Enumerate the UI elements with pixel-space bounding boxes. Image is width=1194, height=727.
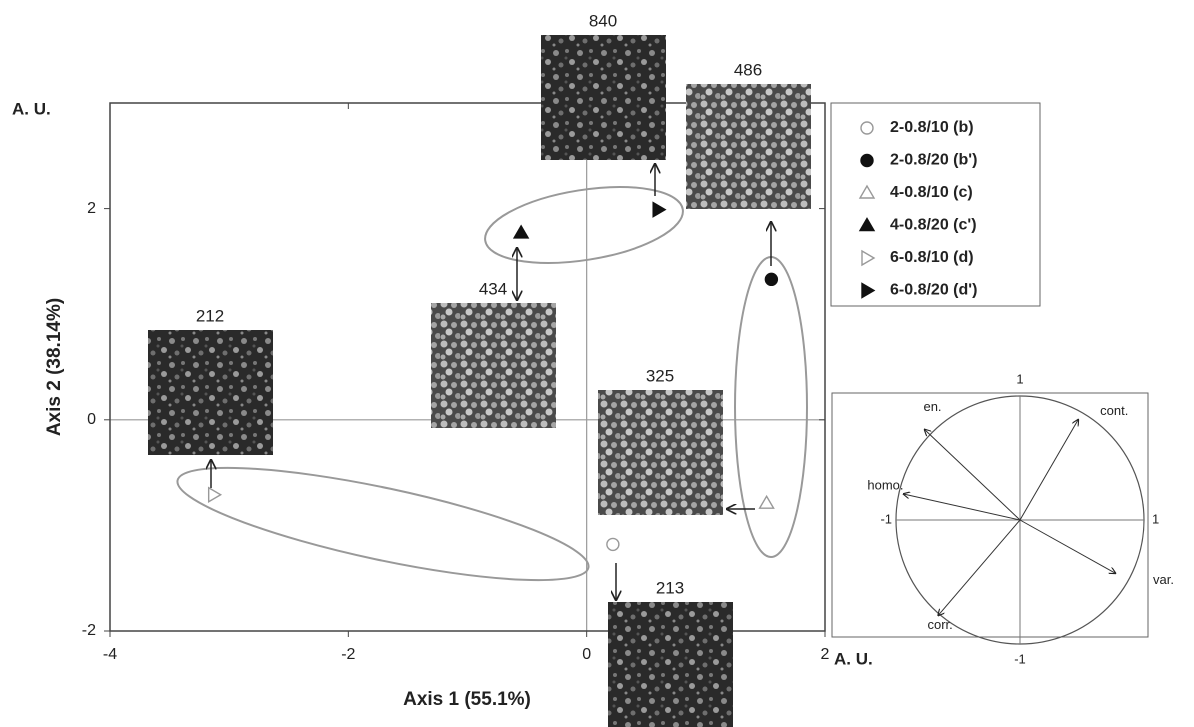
x-axis-label: Axis 1 (55.1%) (403, 689, 531, 710)
loading-vector (903, 494, 1021, 521)
x-unit: A. U. (834, 649, 873, 668)
x-tick-label: -2 (341, 646, 355, 663)
micrograph (686, 84, 811, 209)
legend-label: 4-0.8/10 (c) (890, 184, 973, 201)
legend-label: 2-0.8/10 (b) (890, 119, 974, 136)
image-label: 840 (589, 11, 617, 30)
legend-label: 6-0.8/10 (d) (890, 249, 974, 266)
image-label: 486 (734, 60, 762, 79)
legend-marker (858, 184, 876, 199)
y-tick-label: 1 (1016, 371, 1023, 386)
legend-marker (861, 249, 876, 267)
vector-label: en. (923, 399, 941, 414)
legend-box (830, 102, 1041, 307)
point (764, 272, 779, 287)
loading-vector (1019, 519, 1115, 573)
point (207, 486, 223, 503)
image-label: 212 (196, 306, 224, 325)
group-ellipse (176, 466, 590, 582)
legend-marker (860, 121, 874, 135)
legend-label: 2-0.8/20 (b') (890, 152, 977, 169)
legend-marker (861, 282, 876, 299)
legend-label: 4-0.8/20 (c') (890, 217, 977, 234)
micrograph (431, 303, 556, 428)
micrograph (541, 35, 666, 160)
micrograph (148, 330, 273, 455)
loading-vector (1019, 420, 1078, 521)
image-label: 325 (646, 366, 674, 385)
plot-frame (109, 102, 826, 632)
y-tick-label: -1 (1014, 651, 1026, 666)
vector-label: corr. (928, 617, 953, 632)
point (758, 494, 775, 509)
inset-box (831, 392, 1149, 638)
y-axis-label: Axis 2 (38.14%) (44, 298, 65, 436)
y-unit: A. U. (12, 99, 51, 118)
loading-vector (925, 429, 1021, 521)
image-label: 434 (479, 279, 507, 298)
x-tick-label: 2 (821, 646, 830, 663)
point (652, 201, 667, 218)
legend-marker (860, 153, 874, 168)
micrograph (608, 602, 733, 727)
x-tick-label: -4 (103, 646, 117, 663)
y-tick-label: -2 (82, 622, 96, 639)
y-tick-label: 2 (87, 200, 96, 217)
arrows (211, 164, 771, 600)
micrograph (598, 390, 723, 515)
point (606, 537, 620, 552)
loading-vector (938, 519, 1021, 615)
group-ellipse (734, 256, 808, 558)
vector-label: homo. (867, 477, 903, 492)
vector-label: cont. (1100, 403, 1128, 418)
x-tick-label: 0 (582, 646, 591, 663)
vector-label: var. (1153, 572, 1174, 587)
group-ellipse (484, 186, 684, 264)
legend-label: 6-0.8/20 (d') (890, 282, 977, 299)
legend-marker (858, 217, 876, 232)
x-tick-label: 1 (1152, 511, 1159, 526)
y-tick-label: 0 (87, 411, 96, 428)
point (512, 224, 530, 239)
image-label: 213 (656, 578, 684, 597)
x-tick-label: -1 (880, 511, 892, 526)
